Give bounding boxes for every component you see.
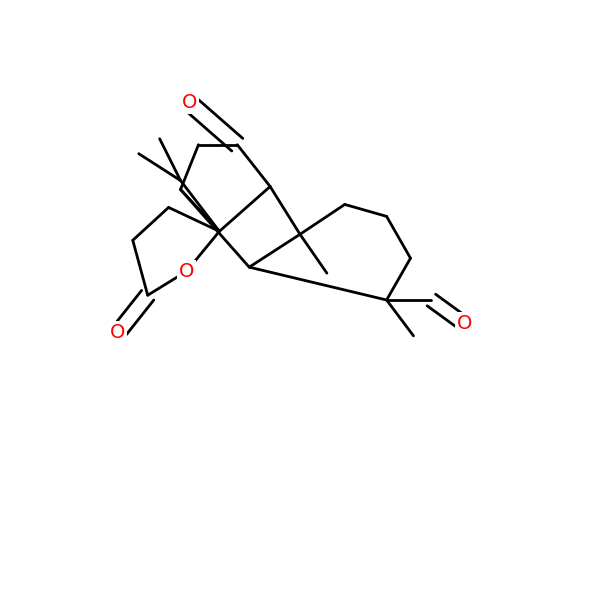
- Text: O: O: [110, 323, 125, 343]
- Text: O: O: [457, 314, 472, 334]
- Text: O: O: [179, 262, 194, 281]
- Text: O: O: [182, 94, 197, 112]
